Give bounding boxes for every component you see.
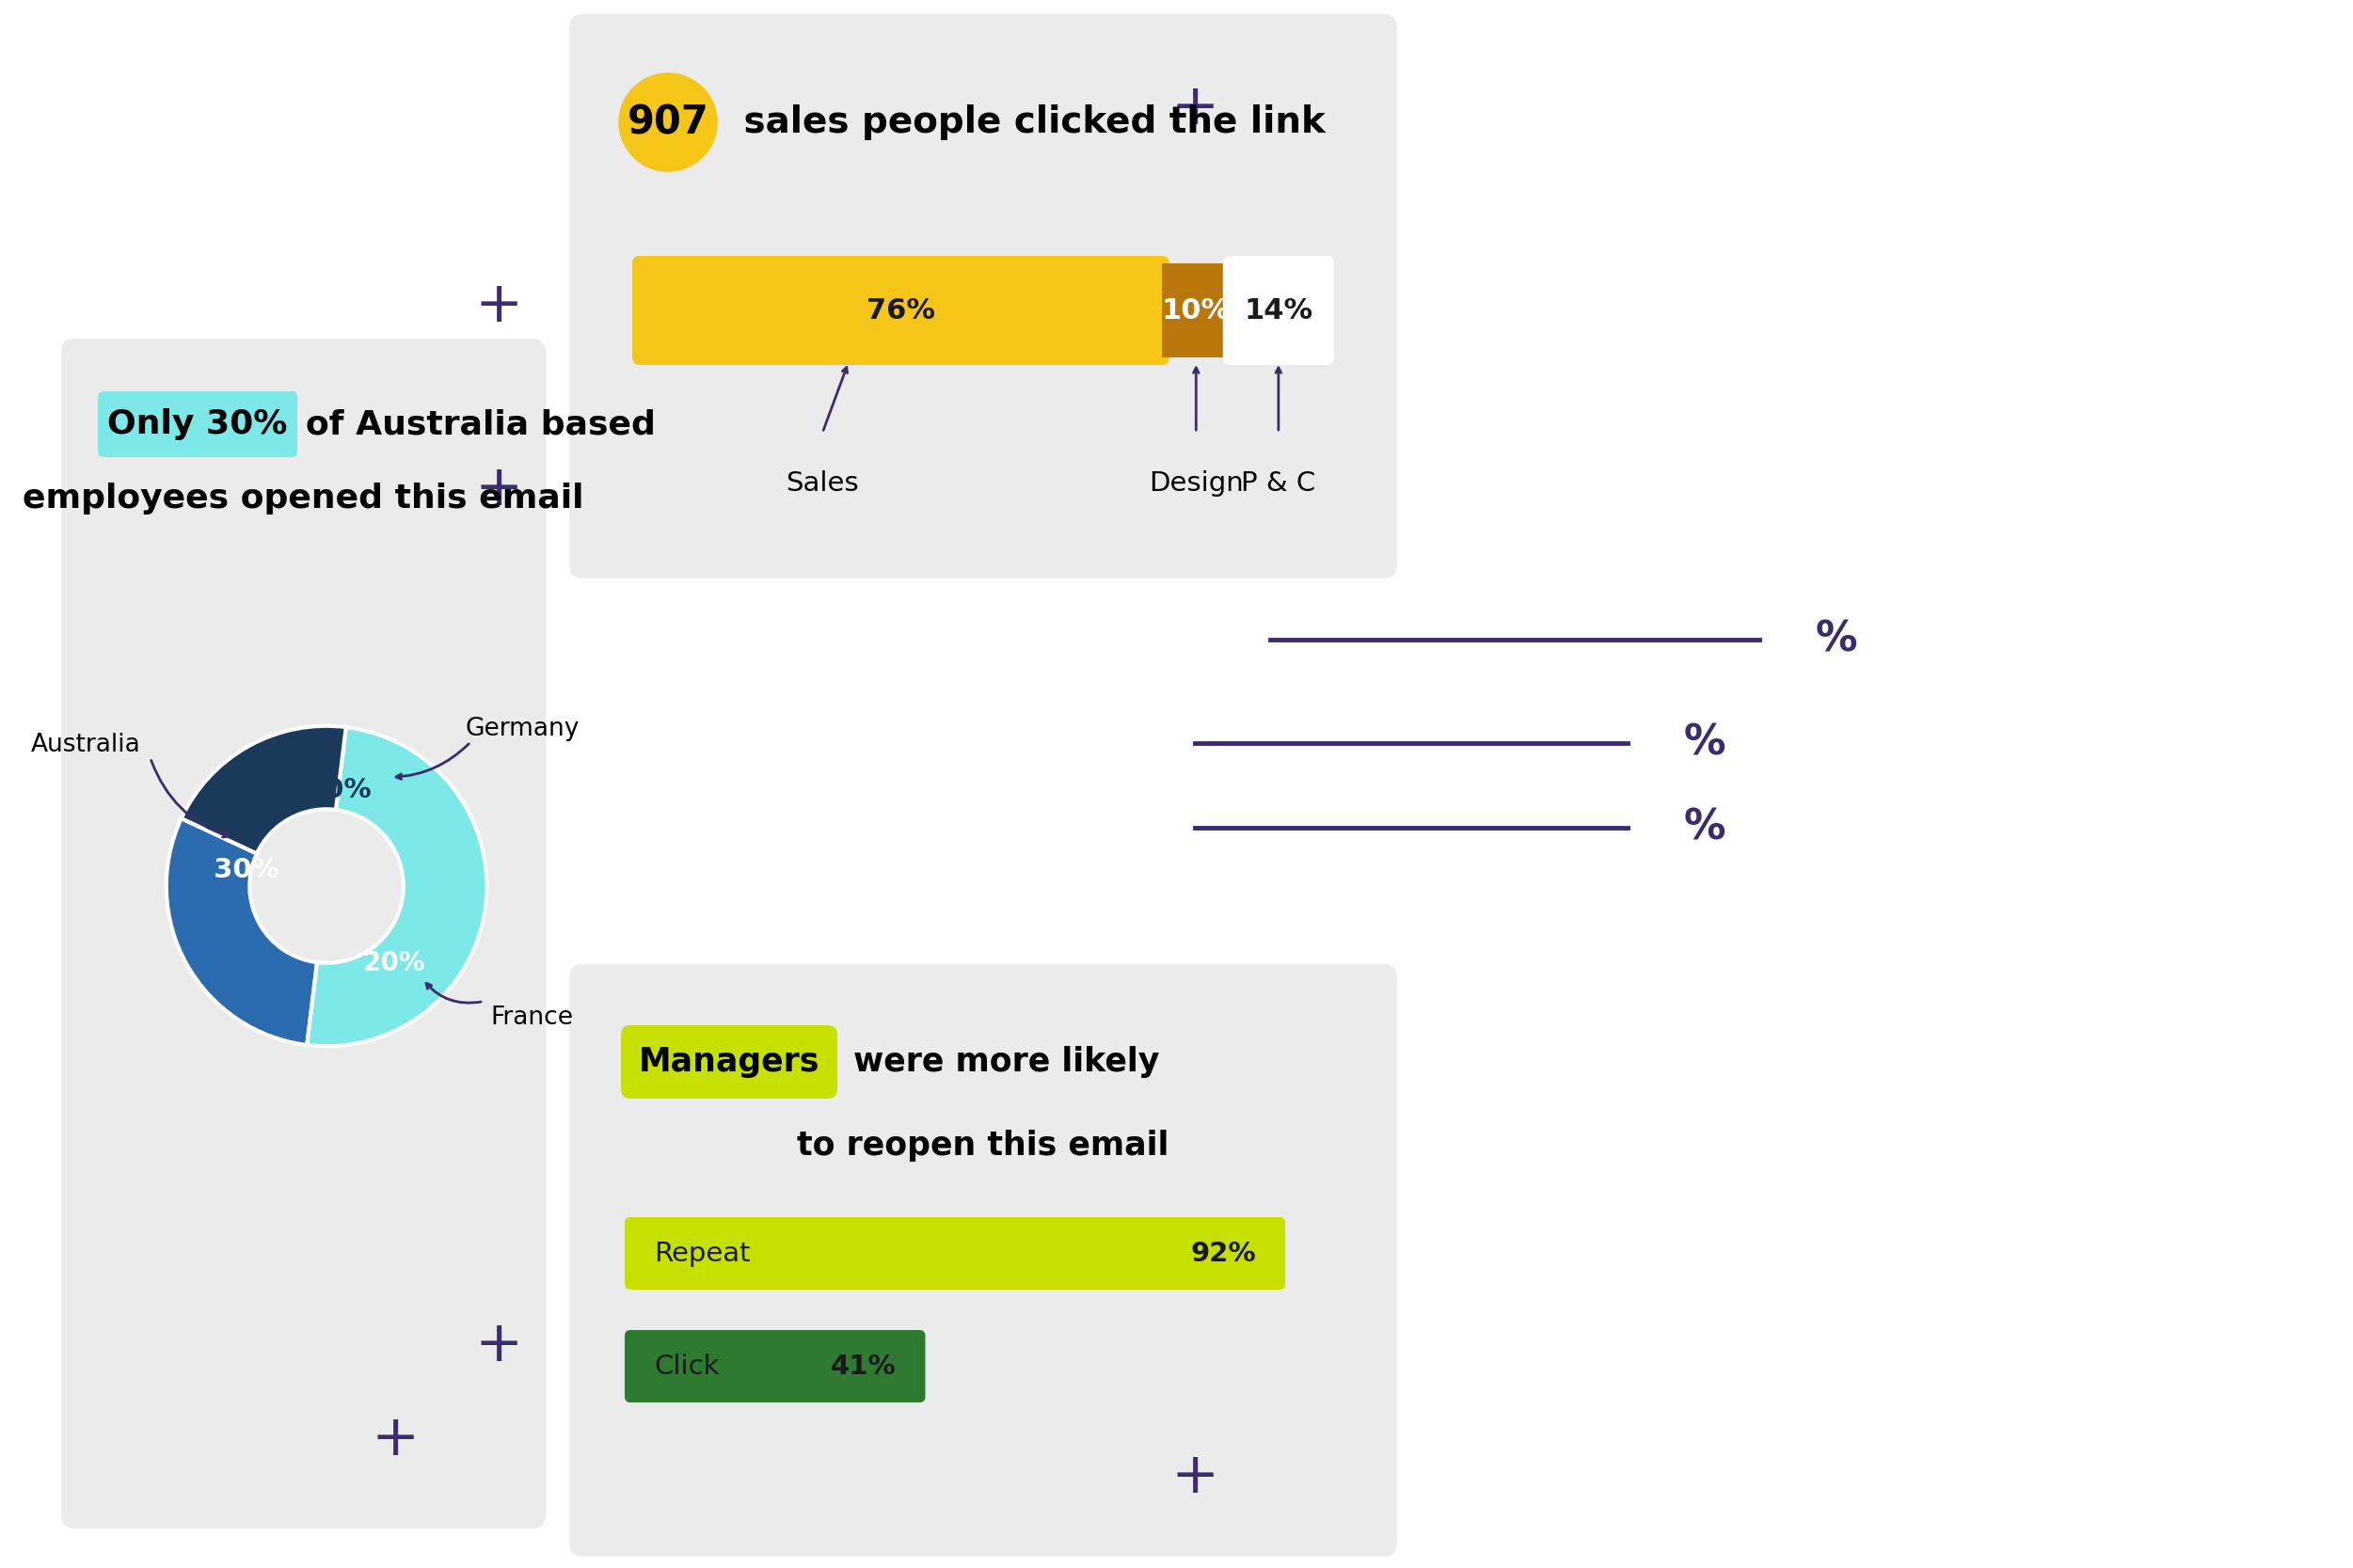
Text: employees opened this email: employees opened this email [24, 483, 584, 514]
Text: Australia: Australia [31, 732, 141, 757]
Text: %: % [1685, 808, 1727, 848]
FancyBboxPatch shape [61, 339, 546, 1529]
Text: +: + [475, 278, 522, 334]
Text: 41%: 41% [831, 1353, 896, 1380]
Bar [1162, 263, 1231, 358]
Text: 907: 907 [628, 102, 708, 143]
Text: +: + [475, 1317, 522, 1374]
Text: Germany: Germany [466, 717, 579, 742]
Text: 76%: 76% [866, 296, 934, 325]
Text: 10%: 10% [1162, 296, 1231, 325]
FancyBboxPatch shape [624, 1217, 1285, 1289]
Circle shape [619, 74, 718, 171]
FancyBboxPatch shape [569, 14, 1398, 579]
Text: %: % [1817, 619, 1857, 660]
Text: sales people clicked the link: sales people clicked the link [732, 105, 1325, 140]
Text: France: France [489, 1005, 572, 1030]
Text: +: + [1172, 80, 1219, 136]
FancyBboxPatch shape [621, 1025, 838, 1099]
Text: of Australia based: of Australia based [306, 408, 656, 441]
Text: +: + [1172, 1449, 1219, 1505]
Text: Click: Click [654, 1353, 720, 1380]
Text: Managers: Managers [638, 1046, 819, 1077]
Wedge shape [306, 728, 487, 1046]
Text: Design: Design [1148, 470, 1242, 497]
Text: 50%: 50% [306, 776, 372, 803]
Wedge shape [167, 818, 318, 1044]
FancyBboxPatch shape [1224, 256, 1334, 365]
Text: +: + [475, 461, 522, 517]
Text: Repeat: Repeat [654, 1240, 751, 1267]
Text: Only 30%: Only 30% [108, 408, 287, 441]
FancyBboxPatch shape [633, 256, 1169, 365]
Text: %: % [1685, 723, 1727, 764]
FancyBboxPatch shape [99, 392, 296, 458]
Text: P & C: P & C [1240, 470, 1315, 497]
Text: Sales: Sales [786, 470, 859, 497]
Wedge shape [181, 726, 346, 853]
Text: +: + [372, 1411, 419, 1468]
Text: were more likely: were more likely [842, 1046, 1160, 1077]
Text: 92%: 92% [1191, 1240, 1257, 1267]
Text: to reopen this email: to reopen this email [798, 1129, 1169, 1162]
Text: 20%: 20% [362, 950, 426, 977]
Text: 14%: 14% [1245, 296, 1313, 325]
FancyBboxPatch shape [569, 964, 1398, 1557]
FancyBboxPatch shape [624, 1330, 925, 1402]
Text: 30%: 30% [214, 856, 280, 883]
